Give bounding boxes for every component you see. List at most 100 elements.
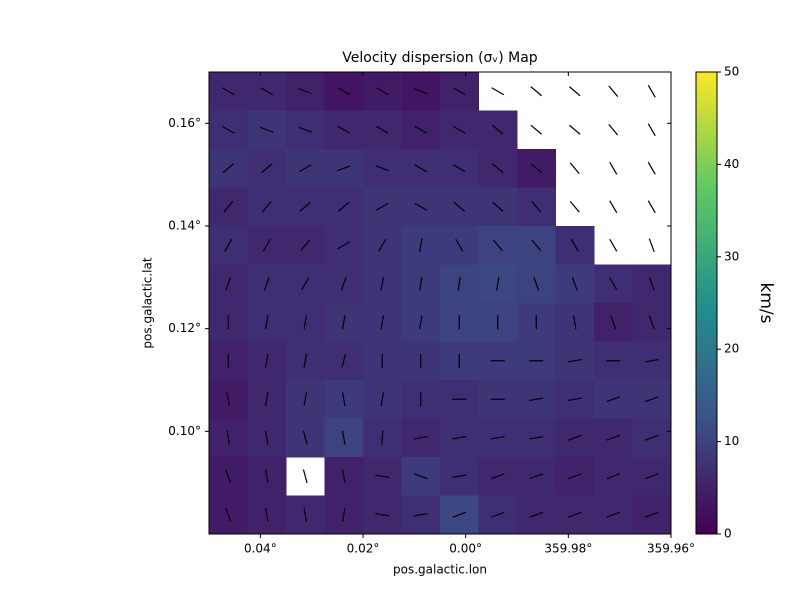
vector	[341, 507, 346, 522]
vector	[261, 163, 273, 174]
vector	[225, 276, 232, 291]
heatmap	[209, 72, 671, 534]
vector	[221, 125, 235, 134]
vector	[567, 511, 582, 518]
x-tick-label: 0.00°	[449, 542, 482, 556]
vector	[529, 511, 544, 518]
vector	[647, 161, 656, 175]
vector	[648, 238, 655, 253]
vector	[413, 435, 428, 440]
vector	[452, 511, 467, 518]
vector	[300, 239, 311, 251]
vector	[413, 473, 428, 480]
vector	[644, 358, 659, 363]
vector	[337, 241, 351, 250]
vector	[490, 511, 505, 518]
vector	[492, 239, 503, 251]
vector	[298, 88, 313, 95]
vector	[380, 276, 385, 291]
vector	[341, 315, 346, 330]
vector	[567, 434, 582, 441]
vector	[492, 124, 504, 135]
vector	[418, 276, 423, 291]
vector	[644, 511, 659, 518]
vector	[609, 238, 618, 252]
vector	[375, 165, 390, 172]
x-axis-label: pos.galactic.lon	[393, 563, 487, 577]
vector	[375, 512, 390, 517]
vector	[261, 201, 272, 213]
vector	[644, 434, 659, 441]
y-tick-label: 0.12°	[168, 321, 201, 335]
vector	[531, 201, 542, 213]
vector	[375, 474, 390, 479]
vector	[533, 276, 540, 291]
vector	[452, 435, 467, 440]
vector	[264, 315, 269, 330]
vector	[341, 430, 346, 445]
vector	[341, 392, 346, 407]
vector	[452, 125, 466, 134]
vector	[647, 200, 656, 214]
vector	[380, 315, 385, 330]
vector	[298, 164, 312, 173]
vector	[609, 161, 618, 175]
vector	[225, 469, 232, 484]
vector	[452, 164, 466, 173]
vector	[341, 469, 346, 484]
vector	[264, 430, 269, 445]
vector	[572, 315, 577, 330]
vector	[341, 353, 347, 368]
vector	[413, 512, 428, 517]
vector	[644, 396, 659, 403]
vector	[609, 200, 618, 214]
plot-frame	[208, 71, 672, 535]
vector	[567, 358, 582, 363]
vector	[378, 238, 387, 252]
y-axis-label: pos.galactic.lat	[141, 257, 155, 348]
vector	[414, 164, 428, 173]
vector	[609, 277, 618, 291]
x-tick-label: 359.98°	[544, 542, 592, 556]
vector	[647, 84, 656, 98]
x-tick-label: 359.96°	[647, 542, 695, 556]
vector	[302, 430, 308, 445]
vector	[490, 473, 505, 480]
vector	[260, 87, 274, 96]
vector	[301, 277, 310, 291]
vector	[530, 124, 542, 135]
vector	[337, 125, 351, 134]
vector	[414, 202, 428, 211]
vector	[262, 238, 271, 252]
vector	[375, 87, 389, 96]
vector	[259, 126, 274, 133]
vector	[299, 201, 311, 212]
vector	[380, 392, 385, 407]
vector	[570, 238, 579, 252]
y-tick-label: 0.10°	[168, 424, 201, 438]
vector	[375, 125, 389, 134]
vector	[455, 238, 464, 252]
colorbar-tick-label: 0	[724, 527, 732, 541]
vector	[569, 124, 581, 135]
vector	[264, 353, 269, 368]
vector	[226, 430, 231, 445]
vector	[567, 473, 582, 480]
vector	[414, 125, 428, 134]
vector	[648, 315, 655, 330]
vector	[264, 507, 269, 522]
vector	[491, 87, 505, 96]
vector	[302, 469, 308, 484]
vector	[457, 276, 462, 291]
vectors	[221, 84, 659, 522]
vector	[529, 473, 544, 480]
chart-title: Velocity dispersion (σᵥ) Map	[342, 50, 538, 66]
vector	[606, 511, 621, 518]
x-tick-label: 0.02°	[347, 542, 380, 556]
vector	[644, 473, 659, 480]
vector	[529, 397, 544, 402]
vector	[569, 201, 580, 213]
colorbar	[695, 71, 718, 535]
vector	[492, 201, 504, 212]
y-tick-label: 0.16°	[168, 116, 201, 130]
